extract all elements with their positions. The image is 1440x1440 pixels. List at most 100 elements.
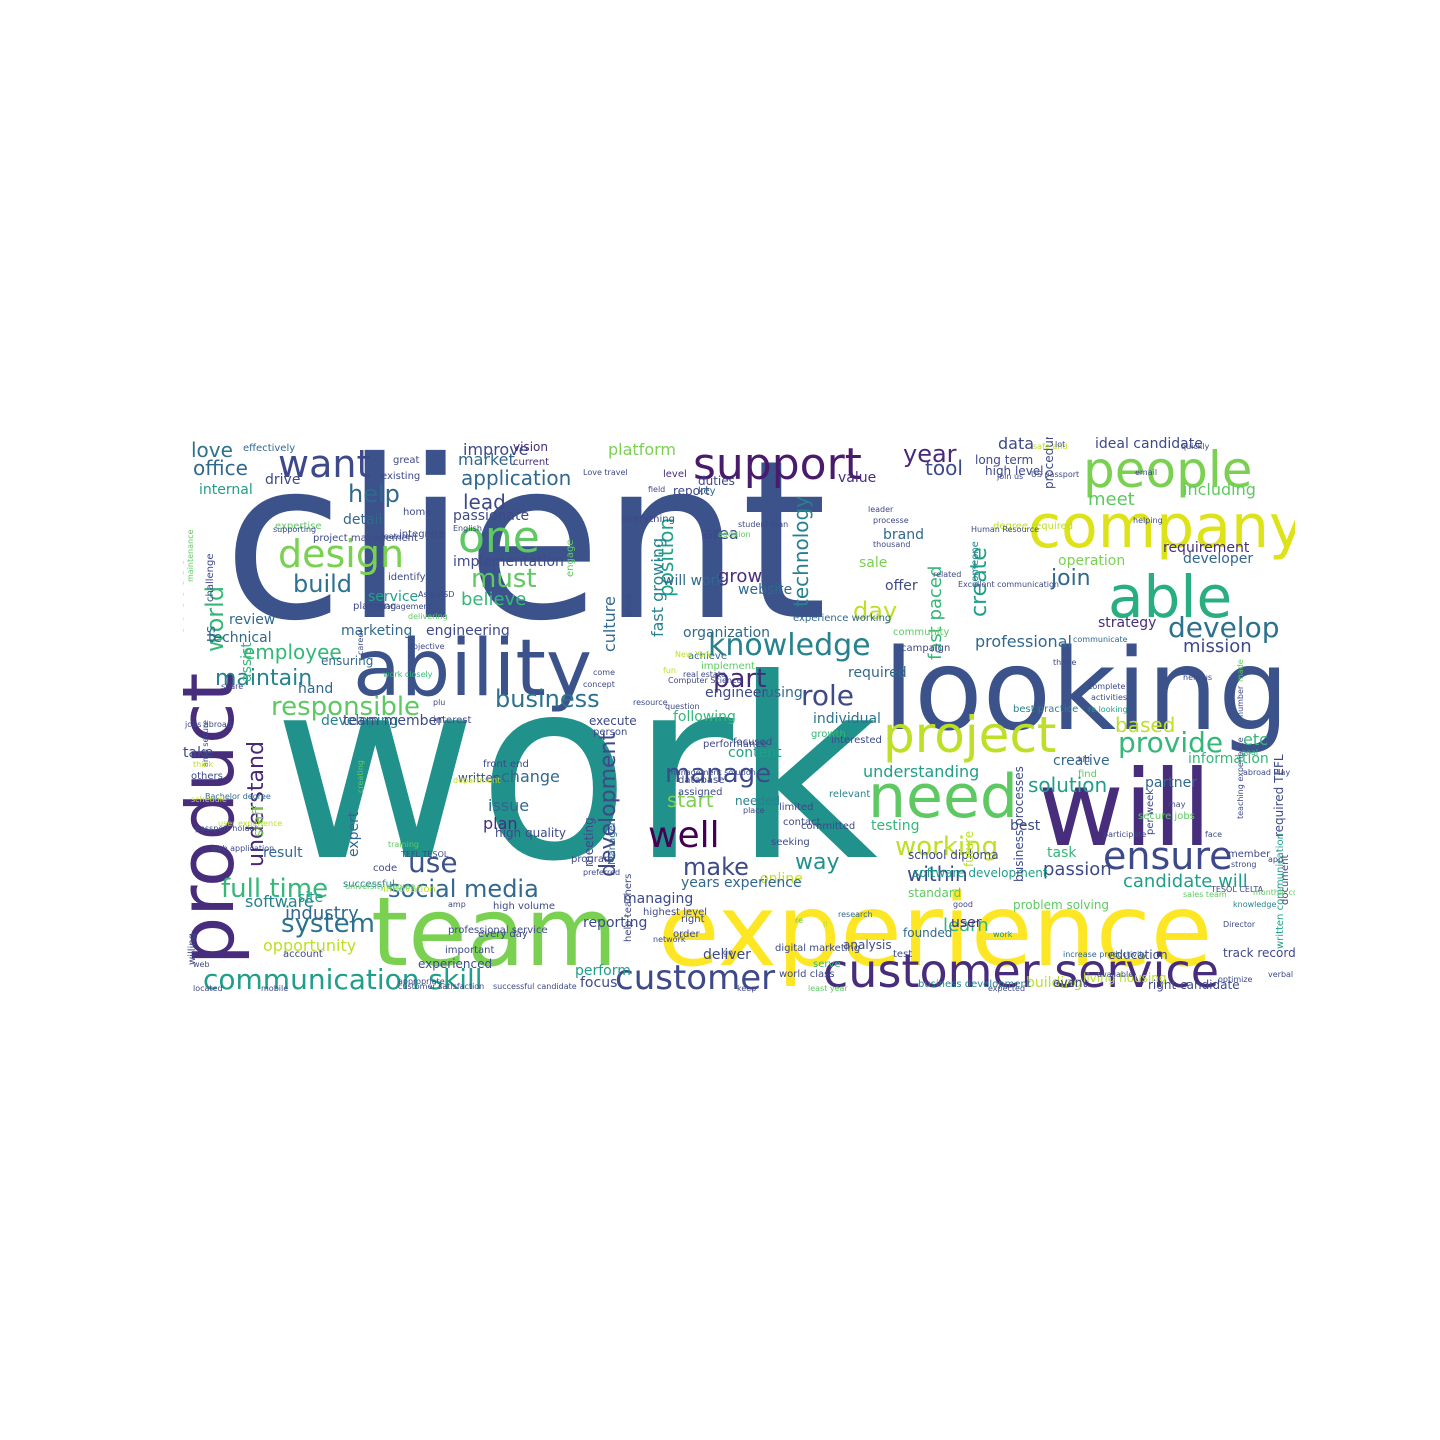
- word-cloud-canvas: clientworkexperienceteamlookingwillabili…: [183, 437, 1295, 993]
- cloud-word: learn: [943, 915, 989, 936]
- cloud-word: world: [201, 586, 229, 652]
- cloud-word: participate: [1103, 830, 1146, 839]
- cloud-word: support: [693, 439, 862, 490]
- cloud-word: contact: [783, 817, 821, 828]
- cloud-word: plu: [433, 698, 445, 707]
- cloud-word: hand: [298, 681, 333, 697]
- cloud-word: reporting: [583, 915, 647, 931]
- cloud-word: make: [683, 853, 749, 881]
- cloud-word: made: [1236, 659, 1245, 682]
- cloud-word: service: [368, 589, 418, 605]
- cloud-word: lot: [1055, 440, 1065, 449]
- cloud-word: key: [698, 486, 716, 497]
- cloud-word: written communication: [1275, 833, 1286, 949]
- cloud-word: others: [191, 771, 223, 782]
- cloud-word: ll: [823, 920, 827, 929]
- cloud-word: manage: [665, 759, 771, 789]
- cloud-word: TESOL CELTA: [1210, 885, 1264, 894]
- cloud-word: lead: [463, 490, 506, 514]
- cloud-word: go: [723, 948, 733, 957]
- cloud-word: believe: [461, 589, 526, 610]
- cloud-word: help teachers: [623, 874, 634, 942]
- cloud-word: join: [1050, 566, 1091, 591]
- cloud-word: way: [795, 850, 840, 875]
- cloud-word: culture: [600, 596, 619, 652]
- cloud-word: customer satisfaction: [398, 982, 484, 991]
- cloud-word: content: [728, 745, 782, 761]
- cloud-word: staff: [251, 806, 267, 837]
- cloud-word: leader: [868, 505, 894, 514]
- cloud-word: innovation: [383, 884, 436, 895]
- cloud-word: question: [665, 702, 700, 711]
- cloud-word: important: [445, 945, 494, 956]
- cloud-word: limited: [779, 802, 814, 813]
- cloud-word: execute: [589, 714, 637, 728]
- cloud-word: within: [907, 862, 968, 886]
- cloud-word: someone: [970, 541, 981, 587]
- cloud-word: account: [283, 949, 323, 960]
- cloud-word: create: [967, 547, 992, 617]
- cloud-word: development: [596, 731, 621, 877]
- cloud-word: role: [801, 679, 854, 712]
- cloud-word: located: [193, 984, 223, 993]
- cloud-word: fun: [663, 666, 676, 675]
- cloud-word: report: [673, 484, 710, 498]
- cloud-word: year: [903, 440, 957, 468]
- cloud-word: field: [648, 485, 665, 494]
- cloud-word: document: [1280, 854, 1291, 905]
- cloud-word: expected: [988, 984, 1025, 993]
- cloud-word: employee: [243, 640, 342, 664]
- cloud-word: TEFL TESOL: [400, 850, 449, 859]
- cloud-word: team: [371, 878, 617, 988]
- cloud-word: right candidate: [1148, 978, 1240, 992]
- cloud-word: professional service: [448, 925, 548, 936]
- cloud-word: training: [388, 840, 419, 849]
- cloud-word: people: [1083, 441, 1252, 499]
- cloud-word: current: [513, 457, 549, 468]
- cloud-word: strategy: [1098, 615, 1156, 631]
- cloud-word: including: [1183, 480, 1256, 499]
- cloud-word: focus: [580, 975, 617, 991]
- cloud-word: program: [571, 854, 614, 865]
- cloud-word: provide: [1118, 726, 1223, 759]
- cloud-word: app: [1268, 855, 1283, 864]
- word-cloud: client work experience team looking will abili…: [183, 437, 1295, 993]
- cloud-word: web: [193, 960, 210, 969]
- cloud-word: website: [738, 582, 792, 598]
- cloud-word: safe and: [1033, 442, 1067, 451]
- cloud-word: school diploma: [908, 848, 999, 862]
- cloud-word: planning: [353, 601, 396, 612]
- cloud-word: ensure: [1103, 834, 1233, 878]
- cloud-word: community: [893, 627, 949, 638]
- cloud-word: engage: [565, 540, 576, 577]
- cloud-word: knowledge: [1233, 900, 1276, 909]
- cloud-word: Bachelor degree: [205, 792, 271, 801]
- cloud-word: application: [461, 466, 571, 490]
- cloud-word: successful: [343, 879, 395, 890]
- cloud-word: operation: [1058, 553, 1125, 569]
- cloud-word: etc: [1243, 730, 1268, 749]
- cloud-word: solution: [1028, 773, 1107, 797]
- cloud-word: long term: [975, 453, 1033, 467]
- cloud-word: effectively: [243, 443, 295, 454]
- cloud-word: degree required: [993, 521, 1073, 532]
- cloud-word: passion: [1043, 859, 1112, 880]
- cloud-word: needed: [735, 794, 780, 808]
- cloud-word: test: [893, 949, 912, 960]
- cloud-word: brand: [883, 527, 924, 543]
- cloud-word: product: [183, 673, 251, 965]
- cloud-word: concept: [583, 680, 615, 689]
- cloud-word: keep: [737, 984, 756, 993]
- cloud-word: New York: [675, 650, 712, 659]
- cloud-word: requirement: [1163, 540, 1250, 556]
- cloud-word: identify: [388, 572, 426, 583]
- cloud-word: result: [263, 845, 303, 861]
- cloud-word: standard: [908, 886, 961, 900]
- cloud-word: career: [356, 629, 365, 655]
- cloud-word: drive: [265, 472, 300, 488]
- cloud-word: start: [667, 788, 714, 812]
- cloud-word: written: [458, 771, 500, 785]
- cloud-word: problem solving: [1013, 898, 1109, 912]
- cloud-word: everything: [621, 514, 675, 525]
- cloud-word: improve: [463, 440, 529, 459]
